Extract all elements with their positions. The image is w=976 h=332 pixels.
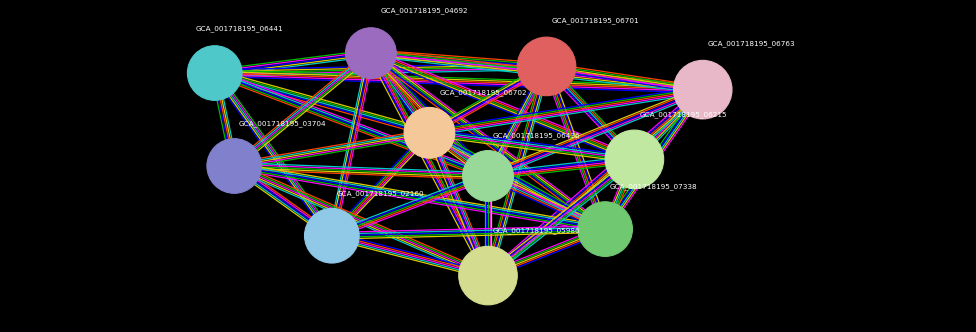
Ellipse shape	[404, 108, 455, 158]
Ellipse shape	[459, 246, 517, 305]
Ellipse shape	[605, 130, 664, 189]
Ellipse shape	[305, 208, 359, 263]
Text: GCA_001718195_06701: GCA_001718195_06701	[551, 17, 639, 24]
Text: GCA_001718195_06702: GCA_001718195_06702	[439, 89, 527, 96]
Text: GCA_001718195_03704: GCA_001718195_03704	[239, 120, 327, 127]
Ellipse shape	[463, 151, 513, 201]
Ellipse shape	[673, 60, 732, 119]
Text: GCA_001718195_07338: GCA_001718195_07338	[610, 183, 698, 190]
Ellipse shape	[517, 37, 576, 96]
Text: GCA_001718195_02160: GCA_001718195_02160	[337, 190, 425, 197]
Text: GCA_001718195_04692: GCA_001718195_04692	[381, 8, 468, 15]
Text: GCA_001718195_06763: GCA_001718195_06763	[708, 40, 795, 47]
Ellipse shape	[578, 202, 632, 256]
Text: GCA_001718195_06436: GCA_001718195_06436	[493, 132, 581, 139]
Text: GCA_001718195_05986: GCA_001718195_05986	[493, 227, 581, 234]
Text: GCA_001718195_06441: GCA_001718195_06441	[195, 26, 283, 33]
Ellipse shape	[346, 28, 396, 78]
Ellipse shape	[187, 46, 242, 100]
Text: GCA_001718195_06215: GCA_001718195_06215	[639, 111, 727, 118]
Ellipse shape	[207, 139, 262, 193]
